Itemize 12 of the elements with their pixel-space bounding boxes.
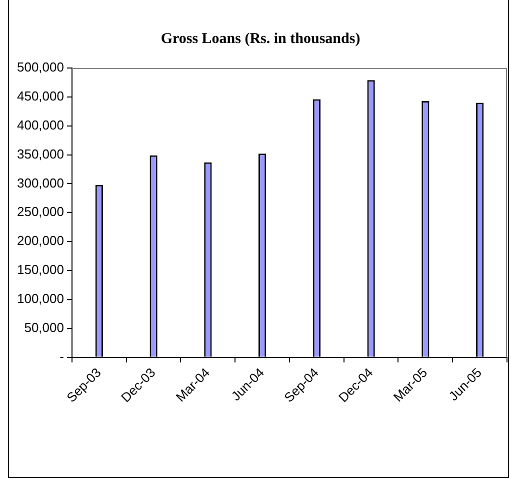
y-tick-label: 150,000 (16, 262, 64, 278)
y-tick-label: 450,000 (16, 88, 64, 104)
y-tick-label: 250,000 (16, 204, 64, 220)
y-tick-label: 100,000 (16, 291, 64, 306)
y-tick-label: 400,000 (16, 117, 64, 132)
chart-title: Gross Loans (Rs. in thousands) (160, 30, 360, 47)
y-tick-label: 350,000 (16, 146, 64, 162)
y-tick-label: 500,000 (16, 60, 64, 75)
y-tick-label: - (60, 348, 64, 364)
y-tick-label: 300,000 (16, 175, 64, 190)
y-tick-label: 50,000 (24, 320, 64, 335)
y-tick-label: 200,000 (16, 233, 64, 248)
